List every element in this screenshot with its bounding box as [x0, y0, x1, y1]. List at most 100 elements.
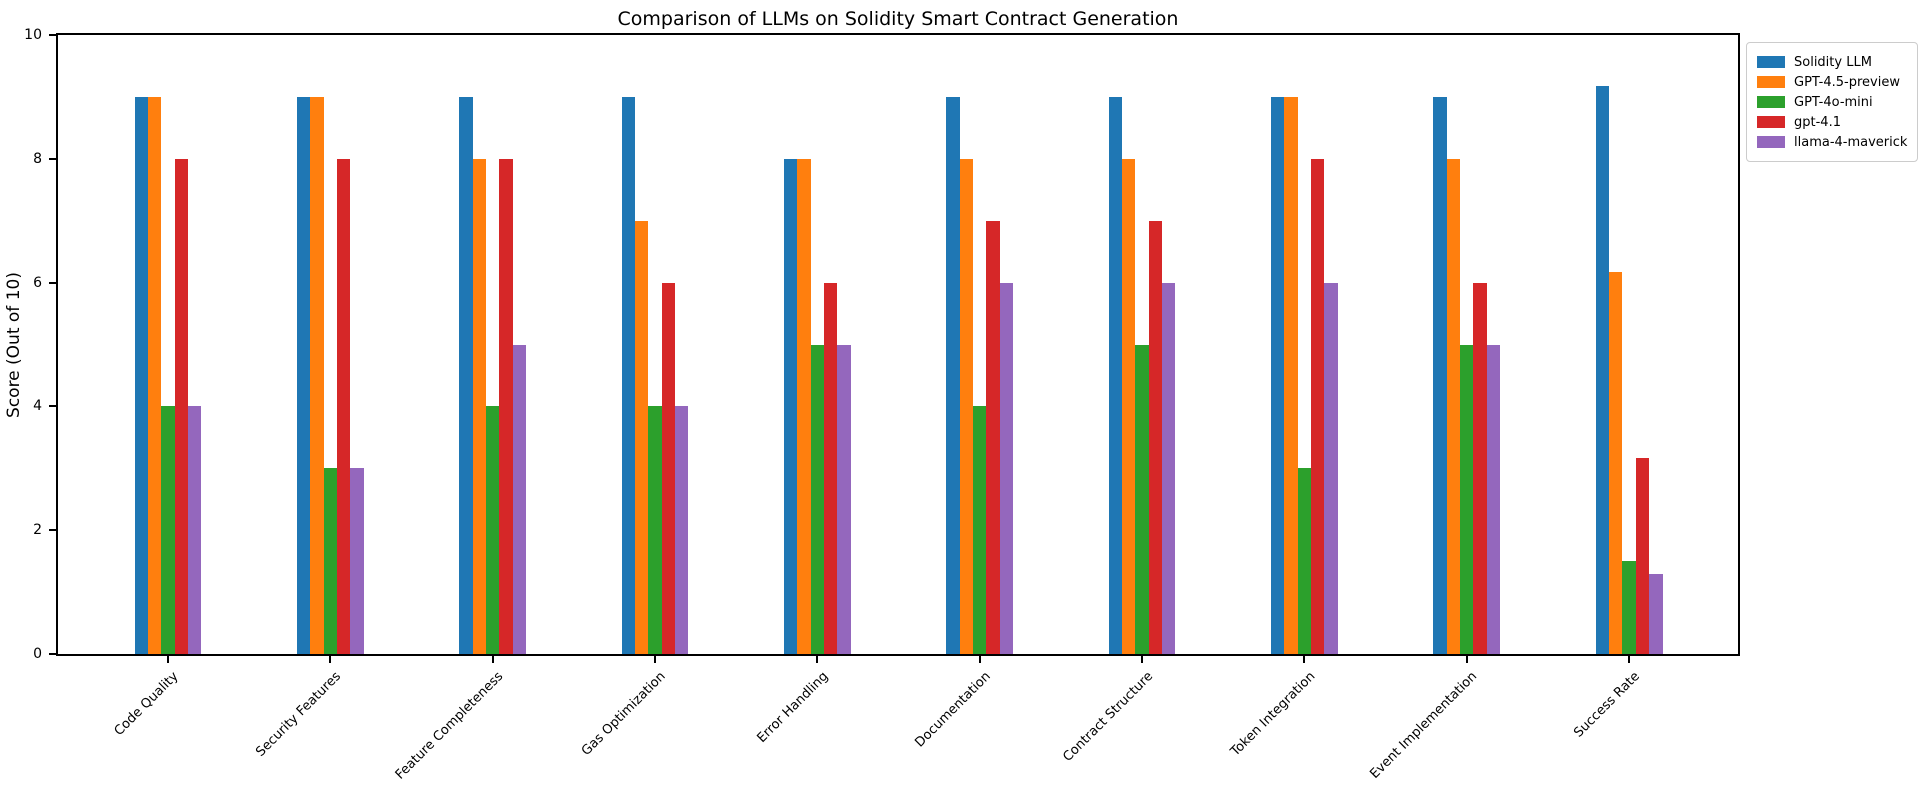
legend-swatch-llama-4-maverick	[1757, 136, 1785, 148]
legend-swatch-gpt-4-5-preview	[1757, 76, 1785, 88]
bar-gpt-4o-mini-token-integration	[1297, 468, 1312, 654]
y-tick-mark-6	[49, 281, 56, 284]
bar-gpt-4-5-preview-code-quality	[147, 96, 162, 654]
bar-gpt-4o-mini-error-handling	[810, 344, 825, 654]
legend-item-gpt-4-5-preview: GPT-4.5-preview	[1757, 72, 1907, 92]
bar-gpt-4-1-documentation	[986, 220, 1000, 654]
bar-solidity-llm-code-quality	[134, 96, 148, 654]
x-tick-label-security-features: Security Features	[253, 669, 344, 760]
legend-label-llama-4-maverick: llama-4-maverick	[1794, 134, 1908, 150]
bar-gpt-4o-mini-contract-structure	[1135, 344, 1149, 654]
bar-solidity-llm-token-integration	[1271, 96, 1285, 654]
bar-gpt-4o-mini-code-quality	[161, 406, 175, 654]
bar-solidity-llm-event-implementation	[1433, 96, 1447, 654]
x-tick-mark-token-integration	[1303, 656, 1306, 663]
bar-gpt-4-5-preview-token-integration	[1284, 96, 1298, 654]
legend-label-solidity-llm: Solidity LLM	[1794, 54, 1872, 70]
y-tick-mark-10	[49, 34, 56, 36]
bar-gpt-4-1-feature-completeness	[499, 158, 513, 654]
bar-gpt-4-1-token-integration	[1311, 158, 1325, 654]
legend: Solidity LLM GPT-4.5-preview GPT-4o-mini gp…	[1746, 42, 1918, 162]
bar-llama-4-maverick-event-implementation	[1486, 344, 1501, 654]
x-tick-label-code-quality: Code Quality	[111, 669, 182, 739]
bar-gpt-4o-mini-success-rate	[1622, 561, 1636, 654]
bar-solidity-llm-error-handling	[784, 158, 798, 654]
bar-gpt-4-1-error-handling	[824, 282, 838, 654]
legend-item-gpt-4o-mini: GPT-4o-mini	[1757, 92, 1907, 112]
y-tick-mark-4	[49, 405, 56, 408]
legend-swatch-solidity-llm	[1757, 56, 1785, 68]
y-tick-mark-2	[49, 529, 56, 532]
bar-llama-4-maverick-contract-structure	[1162, 282, 1176, 654]
y-tick-label-6: 6	[33, 274, 42, 291]
y-tick-label-8: 8	[33, 150, 42, 167]
bar-llama-4-maverick-success-rate	[1649, 573, 1663, 654]
x-tick-label-success-rate: Success Rate	[1571, 669, 1643, 741]
bar-gpt-4-5-preview-documentation	[959, 158, 974, 654]
chart-title: Comparison of LLMs on Solidity Smart Con…	[617, 8, 1179, 30]
bar-gpt-4o-mini-gas-optimization	[648, 406, 662, 654]
legend-swatch-gpt-4o-mini	[1757, 96, 1785, 108]
y-tick-mark-0	[49, 653, 56, 655]
y-tick-label-2: 2	[33, 522, 42, 539]
bar-llama-4-maverick-gas-optimization	[675, 406, 689, 654]
bar-solidity-llm-contract-structure	[1108, 96, 1123, 654]
y-axis-label: Score (Out of 10)	[4, 272, 24, 418]
bar-gpt-4-1-code-quality	[174, 158, 189, 654]
bar-gpt-4-1-gas-optimization	[661, 282, 676, 654]
x-tick-label-token-integration: Token Integration	[1227, 669, 1319, 760]
x-tick-mark-security-features	[329, 656, 332, 663]
bar-gpt-4-5-preview-contract-structure	[1122, 158, 1136, 654]
bar-gpt-4-5-preview-security-features	[310, 96, 324, 654]
x-tick-label-documentation: Documentation	[911, 669, 994, 751]
bar-gpt-4-1-success-rate	[1635, 457, 1650, 654]
x-tick-mark-contract-structure	[1141, 656, 1144, 663]
bar-gpt-4o-mini-event-implementation	[1460, 344, 1474, 654]
legend-item-gpt-4-1: gpt-4.1	[1757, 112, 1907, 132]
plot-area: 0 2 4 6 8 10 Code Quality Security Features Feat…	[24, 27, 1740, 783]
bar-gpt-4-5-preview-event-implementation	[1446, 158, 1461, 654]
x-tick-label-feature-completeness: Feature Completeness	[392, 669, 507, 783]
bar-gpt-4-1-contract-structure	[1148, 220, 1163, 654]
bar-solidity-llm-success-rate	[1595, 86, 1610, 654]
legend-label-gpt-4-1: gpt-4.1	[1794, 114, 1841, 130]
bar-solidity-llm-security-features	[296, 96, 311, 654]
bar-gpt-4o-mini-documentation	[973, 406, 987, 654]
bar-gpt-4-5-preview-feature-completeness	[472, 158, 487, 654]
x-tick-mark-feature-completeness	[491, 656, 494, 663]
bar-llama-4-maverick-feature-completeness	[512, 344, 527, 654]
y-tick-mark-8	[49, 157, 56, 160]
bar-llama-4-maverick-documentation	[999, 282, 1014, 654]
bar-llama-4-maverick-token-integration	[1324, 282, 1338, 654]
x-tick-label-contract-structure: Contract Structure	[1059, 669, 1156, 765]
bar-solidity-llm-documentation	[946, 96, 960, 654]
legend-label-gpt-4o-mini: GPT-4o-mini	[1794, 94, 1873, 110]
bar-solidity-llm-gas-optimization	[621, 96, 635, 654]
bar-llama-4-maverick-error-handling	[837, 344, 851, 654]
x-tick-label-event-implementation: Event Implementation	[1367, 669, 1481, 782]
x-tick-mark-code-quality	[167, 656, 169, 663]
x-tick-mark-gas-optimization	[654, 656, 657, 663]
x-tick-label-gas-optimization: Gas Optimization	[578, 669, 669, 759]
bar-gpt-4o-mini-feature-completeness	[486, 406, 500, 654]
bar-gpt-4-5-preview-gas-optimization	[635, 220, 649, 654]
bar-gpt-4o-mini-security-features	[323, 468, 338, 654]
bar-gpt-4-1-event-implementation	[1473, 282, 1487, 654]
x-tick-mark-documentation	[978, 656, 981, 663]
x-tick-mark-error-handling	[816, 656, 819, 663]
bar-gpt-4-5-preview-success-rate	[1609, 272, 1623, 654]
legend-swatch-gpt-4-1	[1757, 116, 1785, 128]
x-tick-label-error-handling: Error Handling	[754, 669, 832, 746]
x-tick-mark-event-implementation	[1465, 656, 1468, 663]
bar-solidity-llm-feature-completeness	[459, 96, 473, 654]
bar-gpt-4-5-preview-error-handling	[797, 158, 811, 654]
y-tick-label-4: 4	[33, 398, 42, 415]
legend-item-llama-4-maverick: llama-4-maverick	[1757, 132, 1907, 152]
bar-llama-4-maverick-security-features	[350, 468, 364, 654]
legend-label-gpt-4-5-preview: GPT-4.5-preview	[1794, 74, 1900, 90]
legend-item-solidity-llm: Solidity LLM	[1757, 52, 1907, 72]
bar-gpt-4-1-security-features	[337, 158, 351, 654]
y-tick-label-0: 0	[33, 646, 42, 662]
x-tick-mark-success-rate	[1628, 656, 1631, 663]
bar-llama-4-maverick-code-quality	[188, 406, 202, 654]
